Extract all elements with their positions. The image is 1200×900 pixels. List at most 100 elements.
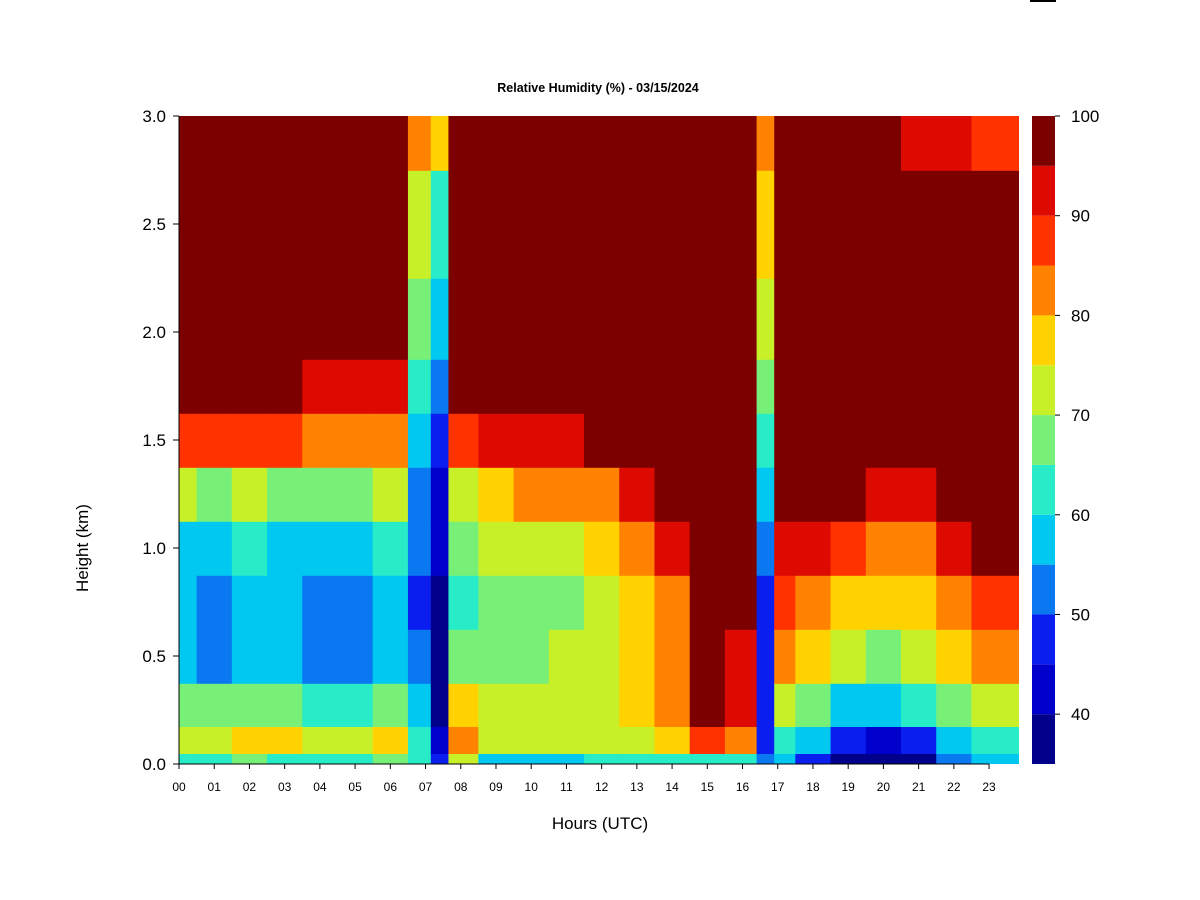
heatmap-cell xyxy=(901,521,938,576)
heatmap-cell xyxy=(584,726,621,754)
heatmap-cell xyxy=(179,170,198,279)
heatmap-cell xyxy=(407,170,432,279)
heatmap-cell xyxy=(430,521,450,576)
heatmap-cell xyxy=(901,683,938,727)
heatmap-cell xyxy=(231,683,268,727)
heatmap-cell xyxy=(513,726,550,754)
heatmap-cell xyxy=(689,726,726,754)
heatmap-cell xyxy=(430,467,450,522)
heatmap-cell xyxy=(478,278,515,360)
heatmap-cell xyxy=(619,413,656,468)
heatmap-cell xyxy=(548,726,585,754)
heatmap-cell xyxy=(179,467,198,522)
heatmap-cell xyxy=(689,170,726,279)
heatmap-cell xyxy=(478,116,515,171)
x-axis: 00 01 02 03 04 05 06 07 08 09 10 11 12 13 14 15 16 17 18 19… xyxy=(172,763,996,794)
heatmap-cell xyxy=(724,278,758,360)
heatmap-cell xyxy=(795,726,832,754)
heatmap-cell xyxy=(584,575,621,630)
heatmap-cell xyxy=(430,278,450,360)
heatmap-cell xyxy=(971,116,1019,171)
heatmap-cell xyxy=(971,521,1019,576)
heatmap-cell xyxy=(830,359,867,414)
x-tick-label: 08 xyxy=(454,780,468,794)
heatmap-cell xyxy=(448,467,480,522)
x-tick-label: 01 xyxy=(208,780,222,794)
heatmap-cell xyxy=(936,575,973,630)
heatmap-cell xyxy=(231,170,268,279)
heatmap-cell xyxy=(372,629,409,684)
heatmap-cell xyxy=(774,467,797,522)
heatmap-cell xyxy=(795,413,832,468)
heatmap-cell xyxy=(337,521,374,576)
x-tick-label: 10 xyxy=(525,780,539,794)
heatmap-cell xyxy=(654,575,691,630)
heatmap-cell xyxy=(936,753,973,764)
heatmap-cell xyxy=(901,629,938,684)
heatmap-cell xyxy=(196,467,233,522)
heatmap-cell xyxy=(584,413,621,468)
heatmap-cell xyxy=(267,359,304,414)
heatmap-cell xyxy=(901,278,938,360)
heatmap-cell xyxy=(337,753,374,764)
heatmap-cells xyxy=(179,116,1019,764)
heatmap-cell xyxy=(302,521,339,576)
heatmap-cell xyxy=(724,575,758,630)
colorbar-swatch xyxy=(1032,165,1055,216)
heatmap-cell xyxy=(548,683,585,727)
heatmap-cell xyxy=(267,413,304,468)
colorbar-swatch xyxy=(1032,265,1055,316)
heatmap-cell xyxy=(478,467,515,522)
heatmap-cell xyxy=(548,575,585,630)
heatmap-cell xyxy=(936,413,973,468)
x-tick-label: 14 xyxy=(665,780,679,794)
heatmap-cell xyxy=(513,413,550,468)
heatmap-cell xyxy=(407,467,432,522)
heatmap-cell xyxy=(337,629,374,684)
heatmap-cell xyxy=(430,116,450,171)
heatmap-cell xyxy=(724,170,758,279)
heatmap-cell xyxy=(654,116,691,171)
heatmap-cell xyxy=(830,726,867,754)
heatmap-cell xyxy=(231,467,268,522)
heatmap-cell xyxy=(430,683,450,727)
heatmap-cell xyxy=(179,629,198,684)
heatmap-cell xyxy=(407,116,432,171)
heatmap-cell xyxy=(619,278,656,360)
heatmap-cell xyxy=(654,753,691,764)
heatmap-cell xyxy=(584,753,621,764)
x-tick-label: 04 xyxy=(313,780,327,794)
heatmap-cell xyxy=(179,726,198,754)
heatmap-cell xyxy=(619,726,656,754)
heatmap-cell xyxy=(179,116,198,171)
heatmap-cell xyxy=(774,413,797,468)
heatmap-cell xyxy=(372,359,409,414)
heatmap-cell xyxy=(513,629,550,684)
heatmap-cell xyxy=(724,521,758,576)
heatmap-cell xyxy=(584,467,621,522)
heatmap-cell xyxy=(619,116,656,171)
heatmap-cell xyxy=(231,726,268,754)
heatmap-cell xyxy=(936,467,973,522)
heatmap-cell xyxy=(448,726,480,754)
heatmap-cell xyxy=(724,726,758,754)
heatmap-cell xyxy=(865,278,902,360)
heatmap-cell xyxy=(302,170,339,279)
heatmap-cell xyxy=(478,575,515,630)
x-tick-label: 13 xyxy=(630,780,644,794)
heatmap-cell xyxy=(654,413,691,468)
heatmap-cell xyxy=(548,413,585,468)
x-tick-label: 18 xyxy=(806,780,820,794)
heatmap-cell xyxy=(231,753,268,764)
colorbar-swatch xyxy=(1032,514,1055,565)
heatmap-cell xyxy=(971,575,1019,630)
heatmap-cell xyxy=(478,359,515,414)
heatmap-cell xyxy=(774,575,797,630)
heatmap-cell xyxy=(267,170,304,279)
heatmap-cell xyxy=(724,683,758,727)
heatmap-cell xyxy=(196,413,233,468)
heatmap-cell xyxy=(267,278,304,360)
heatmap-cell xyxy=(513,359,550,414)
x-tick-label: 19 xyxy=(842,780,856,794)
colorbar-tick-label: 70 xyxy=(1071,406,1090,425)
